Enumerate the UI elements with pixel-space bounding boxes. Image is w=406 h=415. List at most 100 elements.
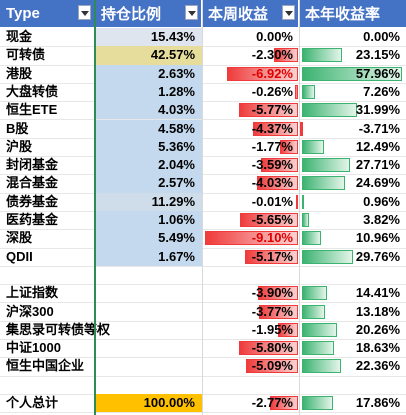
- filter-dropdown-icon[interactable]: [282, 5, 295, 20]
- cell-position[interactable]: 4.58%: [95, 119, 202, 138]
- cell-week[interactable]: 0.00%: [202, 28, 299, 46]
- cell-year[interactable]: 24.69%: [299, 174, 406, 192]
- cell-position[interactable]: 5.36%: [95, 137, 202, 157]
- table-row[interactable]: 沪股 5.36% -1.77% 12.49%: [0, 137, 406, 158]
- header-week[interactable]: 本周收益: [202, 0, 299, 27]
- cell-position[interactable]: [95, 284, 202, 302]
- cell-position[interactable]: 4.03%: [95, 101, 202, 120]
- cell-position[interactable]: 2.04%: [95, 156, 202, 175]
- cell-year[interactable]: 0.00%: [299, 28, 406, 46]
- cell-position[interactable]: 1.67%: [95, 247, 202, 266]
- cell-type[interactable]: 集思录可转债等权: [6, 321, 111, 337]
- cell-year[interactable]: 23.15%: [299, 46, 406, 64]
- cell-type[interactable]: 沪深300: [6, 303, 54, 319]
- cell-position[interactable]: [95, 339, 202, 357]
- table-row[interactable]: 个人总计 100.00% -2.77% 17.86%: [0, 394, 406, 414]
- cell-type[interactable]: 大盘转债: [6, 83, 59, 99]
- cell-year[interactable]: [299, 266, 406, 284]
- table-row[interactable]: QDII 1.67% -5.17% 29.76%: [0, 247, 406, 267]
- filter-dropdown-icon[interactable]: [185, 5, 198, 20]
- cell-type[interactable]: QDII: [6, 248, 33, 264]
- cell-week[interactable]: -5.77%: [202, 101, 299, 119]
- table-row[interactable]: 封闭基金 2.04% -3.59% 27.71%: [0, 156, 406, 176]
- cell-year[interactable]: -3.71%: [299, 120, 406, 138]
- cell-year[interactable]: 12.49%: [299, 138, 406, 156]
- cell-position[interactable]: 100.00%: [95, 394, 202, 413]
- table-row[interactable]: 大盘转债 1.28% -0.26% 7.26%: [0, 82, 406, 103]
- cell-type[interactable]: 混合基金: [6, 175, 59, 191]
- cell-week[interactable]: -2.77%: [202, 394, 299, 412]
- table-row[interactable]: [0, 376, 406, 395]
- cell-year[interactable]: 20.26%: [299, 321, 406, 339]
- cell-type[interactable]: 封闭基金: [6, 157, 59, 173]
- cell-week[interactable]: -3.77%: [202, 303, 299, 321]
- table-row[interactable]: 医药基金 1.06% -5.65% 3.82%: [0, 211, 406, 231]
- cell-type[interactable]: 医药基金: [6, 212, 59, 227]
- cell-type[interactable]: B股: [6, 120, 29, 136]
- cell-type[interactable]: 可转债: [6, 47, 46, 63]
- cell-position[interactable]: 42.57%: [95, 46, 202, 65]
- cell-week[interactable]: -0.26%: [202, 83, 299, 101]
- table-row[interactable]: [0, 266, 406, 286]
- cell-position[interactable]: 5.49%: [95, 229, 202, 248]
- cell-week[interactable]: -2.30%: [202, 46, 299, 64]
- table-row[interactable]: 中证1000 -5.80% 18.63%: [0, 339, 406, 359]
- table-row[interactable]: 恒生中国企业 -5.09% 22.36%: [0, 357, 406, 377]
- cell-week[interactable]: -3.59%: [202, 156, 299, 174]
- cell-type[interactable]: 港股: [6, 65, 33, 81]
- cell-week[interactable]: -5.09%: [202, 357, 299, 375]
- cell-type[interactable]: 沪股: [6, 138, 33, 154]
- cell-position[interactable]: [95, 266, 202, 284]
- table-row[interactable]: 可转债 42.57% -2.30% 23.15%: [0, 46, 406, 66]
- cell-position[interactable]: [95, 376, 202, 394]
- table-row[interactable]: 沪深300 -3.77% 13.18%: [0, 303, 406, 322]
- cell-week[interactable]: -5.65%: [202, 211, 299, 229]
- cell-type[interactable]: 个人总计: [6, 395, 59, 410]
- header-type[interactable]: Type: [0, 0, 95, 27]
- table-row[interactable]: 债券基金 11.29% -0.01% 0.96%: [0, 192, 406, 212]
- filter-dropdown-icon[interactable]: [78, 5, 91, 20]
- cell-year[interactable]: 22.36%: [299, 357, 406, 375]
- cell-week[interactable]: -0.01%: [202, 193, 299, 211]
- cell-week[interactable]: -6.92%: [202, 65, 299, 83]
- cell-year[interactable]: 10.96%: [299, 229, 406, 247]
- cell-position[interactable]: 1.28%: [95, 82, 202, 102]
- cell-week[interactable]: -4.03%: [202, 174, 299, 192]
- header-position[interactable]: 持仓比例: [95, 0, 202, 27]
- cell-week[interactable]: -9.10%: [202, 229, 299, 247]
- cell-week[interactable]: -5.17%: [202, 248, 299, 266]
- cell-type[interactable]: 中证1000: [6, 340, 61, 356]
- cell-week[interactable]: [202, 376, 299, 394]
- cell-year[interactable]: 17.86%: [299, 394, 406, 412]
- header-year[interactable]: 本年收益率: [299, 0, 406, 27]
- cell-week[interactable]: [202, 266, 299, 284]
- cell-type[interactable]: 上证指数: [6, 285, 59, 301]
- cell-position[interactable]: [95, 357, 202, 375]
- cell-position[interactable]: 11.29%: [95, 192, 202, 211]
- table-row[interactable]: 恒生ETE 4.03% -5.77% 31.99%: [0, 101, 406, 121]
- cell-type[interactable]: 债券基金: [6, 193, 59, 209]
- cell-year[interactable]: 0.96%: [299, 193, 406, 211]
- cell-year[interactable]: 29.76%: [299, 248, 406, 266]
- cell-week[interactable]: -4.37%: [202, 120, 299, 138]
- cell-year[interactable]: 13.18%: [299, 303, 406, 321]
- cell-position[interactable]: 1.06%: [95, 211, 202, 230]
- cell-position[interactable]: [95, 303, 202, 321]
- cell-year[interactable]: 57.96%: [299, 65, 406, 83]
- cell-position[interactable]: 2.63%: [95, 64, 202, 83]
- cell-week[interactable]: -3.90%: [202, 284, 299, 302]
- cell-type[interactable]: 恒生ETE: [6, 102, 58, 118]
- cell-week[interactable]: -5.80%: [202, 339, 299, 357]
- cell-week[interactable]: -1.95%: [202, 321, 299, 339]
- cell-type[interactable]: 深股: [6, 230, 33, 246]
- cell-year[interactable]: 3.82%: [299, 211, 406, 229]
- cell-year[interactable]: 27.71%: [299, 156, 406, 174]
- table-row[interactable]: 深股 5.49% -9.10% 10.96%: [0, 229, 406, 249]
- cell-position[interactable]: 15.43%: [95, 28, 202, 47]
- cell-year[interactable]: [299, 376, 406, 394]
- table-row[interactable]: 现金 15.43% 0.00% 0.00%: [0, 28, 406, 48]
- cell-year[interactable]: 14.41%: [299, 284, 406, 302]
- cell-position[interactable]: 2.57%: [95, 174, 202, 193]
- cell-type[interactable]: 恒生中国企业: [6, 358, 85, 374]
- cell-year[interactable]: 31.99%: [299, 101, 406, 119]
